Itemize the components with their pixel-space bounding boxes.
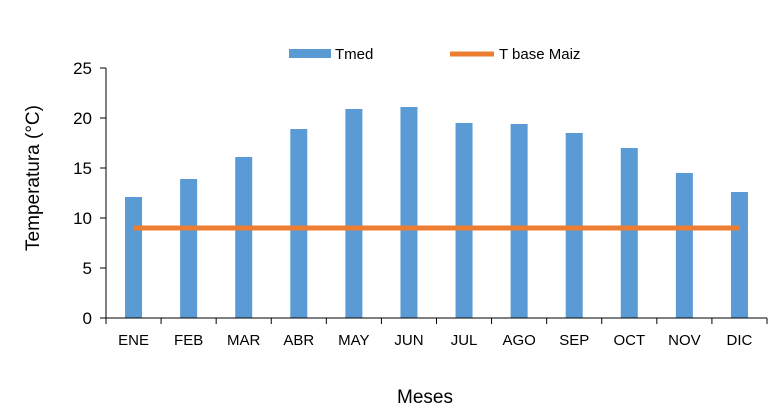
bar-oct (620, 148, 638, 318)
bar-series-tmed (125, 107, 748, 318)
x-axis-ticks: ENE FEB MAR ABR MAY JUN JUL AGO SEP OCT NOV DIC (105, 318, 768, 349)
y-tick-label: 10 (73, 209, 92, 228)
x-tick-label-ene: ENE (118, 332, 149, 349)
legend-label-tmed: Tmed (335, 46, 373, 63)
bar-mar (235, 157, 253, 318)
legend: Tmed T base Maiz (289, 46, 580, 63)
bar-ene (125, 197, 143, 318)
x-tick-label-oct: OCT (613, 332, 645, 349)
y-axis-ticks: 0 5 10 15 20 25 (73, 59, 106, 328)
x-tick-label-nov: NOV (668, 332, 701, 349)
y-tick-label: 0 (83, 309, 92, 328)
bar-nov (675, 173, 693, 318)
x-tick-label-jul: JUL (451, 332, 478, 349)
bar-jun (400, 107, 418, 318)
x-tick-label-jun: JUN (394, 332, 423, 349)
x-tick-label-mar: MAR (227, 332, 261, 349)
bar-feb (180, 179, 198, 318)
bar-jul (455, 123, 473, 318)
x-tick-label-abr: ABR (283, 332, 314, 349)
x-tick-label-ago: AGO (502, 332, 535, 349)
bar-may (345, 109, 363, 318)
bar-dic (730, 192, 748, 318)
bar-abr (290, 129, 308, 318)
legend-label-t-base-maiz: T base Maiz (499, 46, 580, 63)
x-tick-label-sep: SEP (559, 332, 589, 349)
legend-swatch-tmed (289, 49, 331, 58)
x-tick-label-may: MAY (338, 332, 369, 349)
y-tick-label: 5 (83, 259, 92, 278)
y-tick-label: 20 (73, 109, 92, 128)
y-axis-title: Temperatura (°C) (23, 105, 44, 251)
x-axis-title: Meses (397, 387, 453, 408)
bar-ago (510, 124, 528, 318)
x-tick-label-feb: FEB (174, 332, 203, 349)
y-tick-label: 15 (73, 159, 92, 178)
x-tick-label-dic: DIC (727, 332, 753, 349)
y-tick-label: 25 (73, 59, 92, 78)
